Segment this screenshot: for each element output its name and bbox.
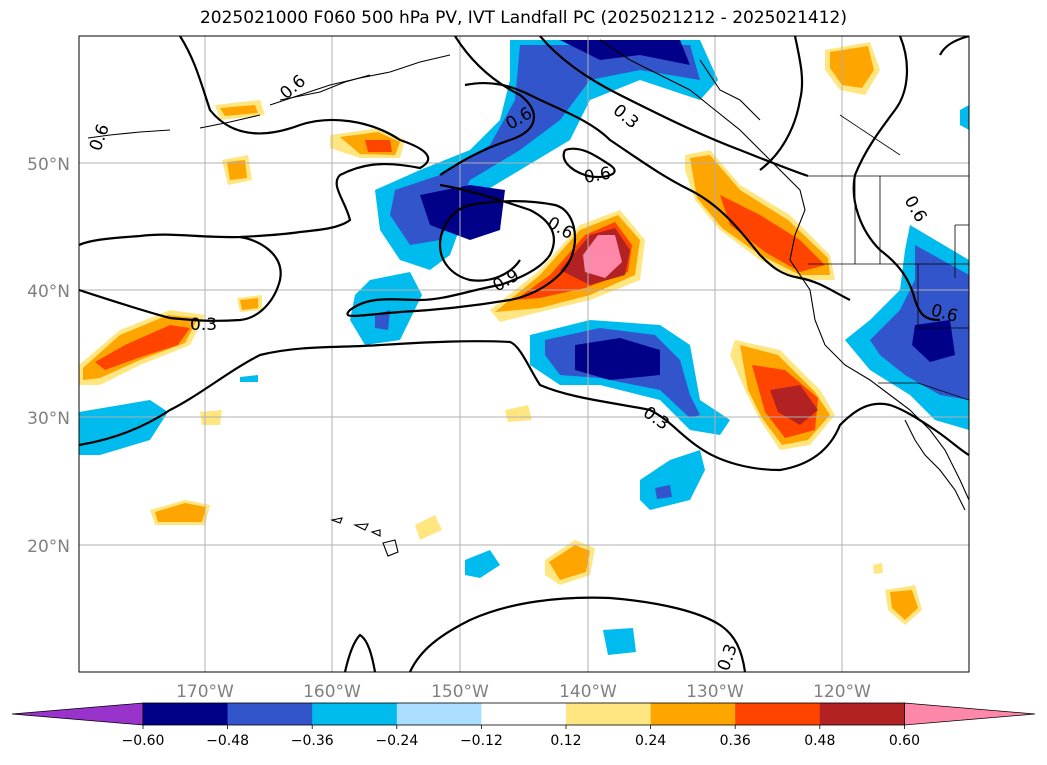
colorbar-segment [819,703,905,725]
lat-label: 50°N [27,155,70,175]
colorbar-tick-label: 0.60 [889,733,920,749]
colorbar-segment [481,703,567,725]
lat-label: 40°N [27,282,70,302]
contour-label: 0.3 [609,101,643,134]
colorbar-tick-label: −0.12 [460,733,503,749]
colorbar-segment [566,703,652,725]
pv-contours [79,36,969,672]
colorbar-tick-label: 0.24 [635,733,666,749]
colorbar-tick-label: 0.36 [720,733,751,749]
contour-label: 0.6 [582,164,612,188]
lon-label: 170°W [176,682,234,702]
colorbar-segment [227,703,313,725]
contour-label: 0.3 [190,315,217,335]
colorbar-extend-min [11,702,144,726]
negative-anomaly-west-30n [79,400,168,455]
colorbar-tick-label: 0.12 [550,733,581,749]
lon-label: 160°W [303,682,361,702]
lat-label: 30°N [27,409,70,429]
lon-label: 140°W [559,682,617,702]
lat-label: 20°N [27,537,70,557]
contour-label: 0.6 [276,71,310,104]
map-area [79,36,969,672]
borders [808,114,969,401]
gridlines [79,36,969,672]
contour-label: 0.6 [86,121,114,153]
colorbar-frame [142,702,905,726]
lon-label: 130°W [686,682,744,702]
lon-label: 120°W [813,682,871,702]
negative-anomaly-mid-pacific [350,272,422,345]
colorbar-segment [312,703,398,725]
map-frame [78,35,970,673]
colorbar-tick-label: −0.36 [291,733,334,749]
colorbar-tick-label: −0.48 [206,733,249,749]
latitude-labels: 50°N 40°N 30°N 20°N [27,155,70,557]
longitude-labels: 170°W 160°W 150°W 140°W 130°W 120°W [176,682,871,702]
lon-label: 150°W [431,682,489,702]
colorbar-extend-max [904,702,1036,726]
negative-anomaly-fills [79,40,969,655]
colorbar-segment [143,703,229,725]
colorbar-segment [650,703,736,725]
colorbar-tick-label: −0.60 [122,733,165,749]
colorbar-tick-label: 0.48 [804,733,835,749]
coastlines [87,39,969,557]
colorbar-segment [735,703,821,725]
colorbar: −0.60 −0.48 −0.36 −0.24 −0.12 0.12 0.24 0.36 0.4… [11,702,1036,749]
contour-label: 0.6 [900,193,931,226]
map-title: 2025021000 F060 500 hPa PV, IVT Landfall… [199,8,847,28]
colorbar-segment [396,703,482,725]
colorbar-tick-label: −0.24 [375,733,418,749]
